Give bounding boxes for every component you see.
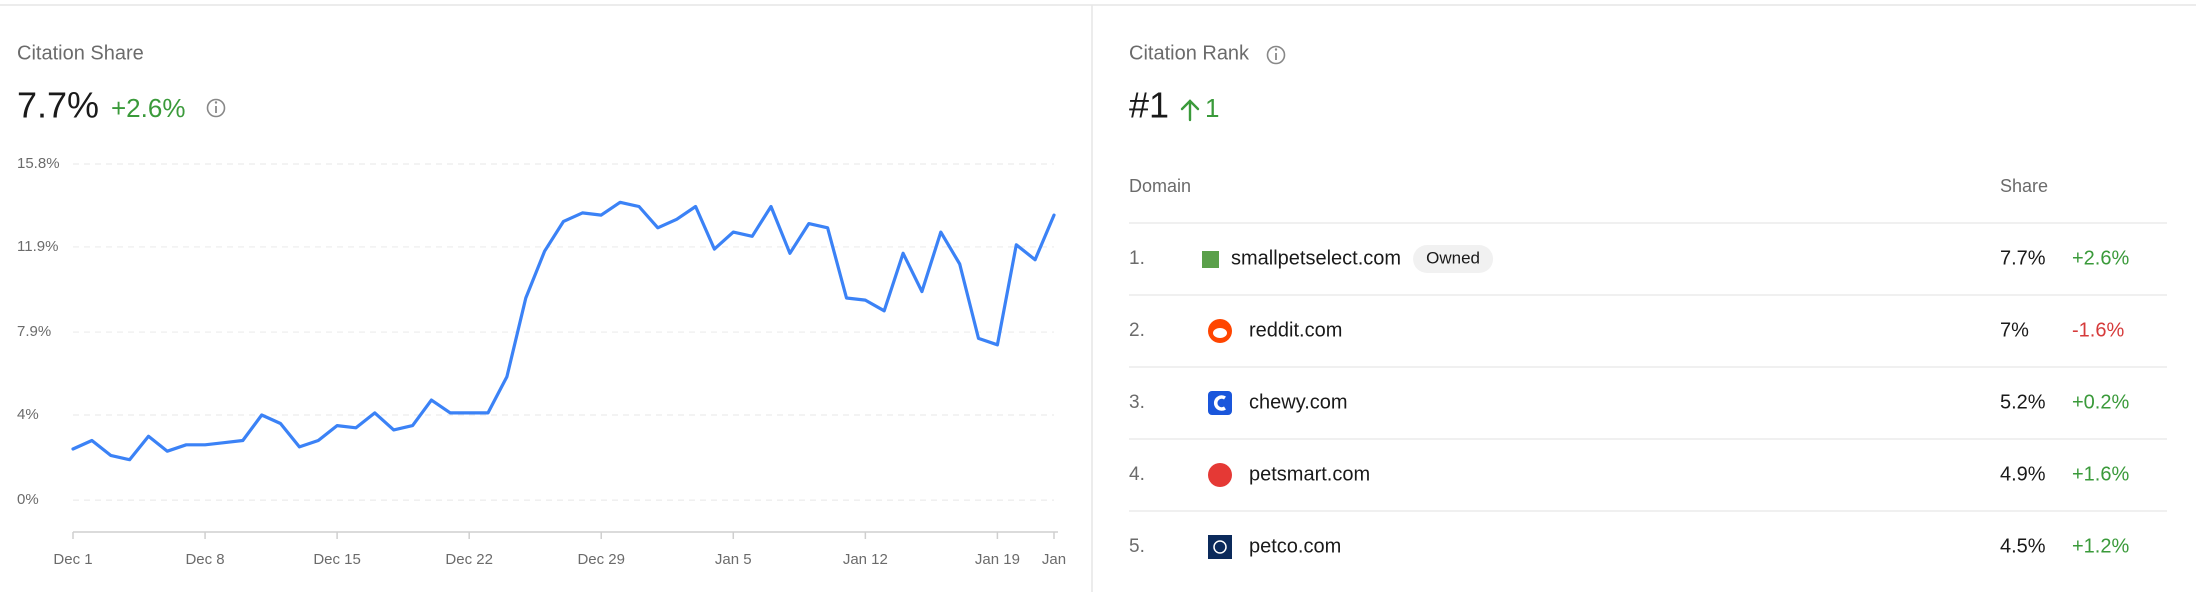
x-tick-label: Jan 19	[975, 551, 1020, 568]
row-share: 5.2%	[2000, 391, 2046, 413]
row-share: 4.5%	[2000, 535, 2046, 557]
favicon	[1208, 391, 1232, 415]
y-tick-label: 15.8%	[17, 155, 60, 172]
row-share: 7%	[2000, 319, 2029, 341]
x-tick-label: Dec 1	[53, 551, 92, 568]
favicon	[1202, 251, 1219, 268]
rank-change: 1	[1205, 93, 1219, 123]
x-tick-label: Dec 29	[577, 551, 625, 568]
up-arrow	[1180, 99, 1200, 122]
info-dot	[214, 101, 218, 104]
table-row: 5. petco.com 4.5% +1.2%	[1129, 535, 2129, 559]
row-change: +0.2%	[2072, 391, 2129, 413]
row-change: +1.2%	[2072, 535, 2129, 557]
info-dot	[1274, 48, 1278, 51]
x-tick-label: Jan 5	[715, 551, 752, 568]
table-row: 4. petsmart.com 4.9% +1.6%	[1129, 463, 2129, 487]
y-tick-label: 4%	[17, 406, 39, 423]
row-rank: 1.	[1129, 248, 1145, 269]
info-circle	[1266, 45, 1286, 65]
table-row: 1. smallpetselect.com Owned 7.7% +2.6%	[1129, 245, 2129, 273]
metric-value: 7.7%	[17, 85, 99, 126]
row-rank: 3.	[1129, 392, 1145, 413]
y-tick-label: 0%	[17, 491, 39, 508]
row-domain: reddit.com	[1249, 319, 1342, 341]
row-change: +1.6%	[2072, 463, 2129, 485]
x-tick-label: Dec 8	[185, 551, 224, 568]
row-rank: 5.	[1129, 536, 1145, 557]
panel-title: Citation Share	[17, 42, 144, 64]
favicon	[1208, 463, 1232, 487]
info-icon[interactable]	[1266, 45, 1286, 65]
x-tick-label: Dec 22	[445, 551, 493, 568]
row-change: -1.6%	[2072, 319, 2124, 341]
table-row: 3. chewy.com 5.2% +0.2%	[1129, 391, 2129, 415]
x-tick-label: Jan	[1042, 551, 1066, 568]
y-tick-label: 11.9%	[17, 238, 58, 255]
table-header: Share	[2000, 176, 2048, 196]
line-series	[71, 200, 1056, 462]
row-domain: petco.com	[1249, 535, 1341, 557]
panel-title: Citation Rank	[1129, 42, 1250, 64]
row-domain: smallpetselect.com	[1231, 247, 1401, 269]
row-share: 4.9%	[2000, 463, 2046, 485]
row-rank: 2.	[1129, 320, 1145, 341]
favicon-face	[1213, 328, 1227, 338]
favicon	[1208, 535, 1232, 559]
table-row: 2. reddit.com 7% -1.6%	[1129, 319, 2124, 343]
owned-badge-label: Owned	[1426, 248, 1480, 267]
info-circle	[206, 98, 226, 118]
row-domain: chewy.com	[1249, 391, 1348, 413]
x-tick-label: Dec 15	[313, 551, 361, 568]
favicon-glyph	[1214, 395, 1226, 411]
row-rank: 4.	[1129, 464, 1145, 485]
favicon-glyph	[1213, 540, 1227, 554]
arrow-head	[1180, 99, 1200, 111]
info-icon[interactable]	[206, 98, 226, 118]
row-domain: petsmart.com	[1249, 463, 1370, 485]
row-share: 7.7%	[2000, 247, 2046, 269]
metric-change: +2.6%	[111, 93, 185, 123]
y-tick-label: 7.9%	[17, 323, 51, 340]
table-header: Domain	[1129, 176, 1191, 196]
row-change: +2.6%	[2072, 247, 2129, 269]
rank-value: #1	[1129, 85, 1169, 126]
owned-badge	[1413, 245, 1494, 273]
x-tick-label: Jan 12	[843, 551, 888, 568]
